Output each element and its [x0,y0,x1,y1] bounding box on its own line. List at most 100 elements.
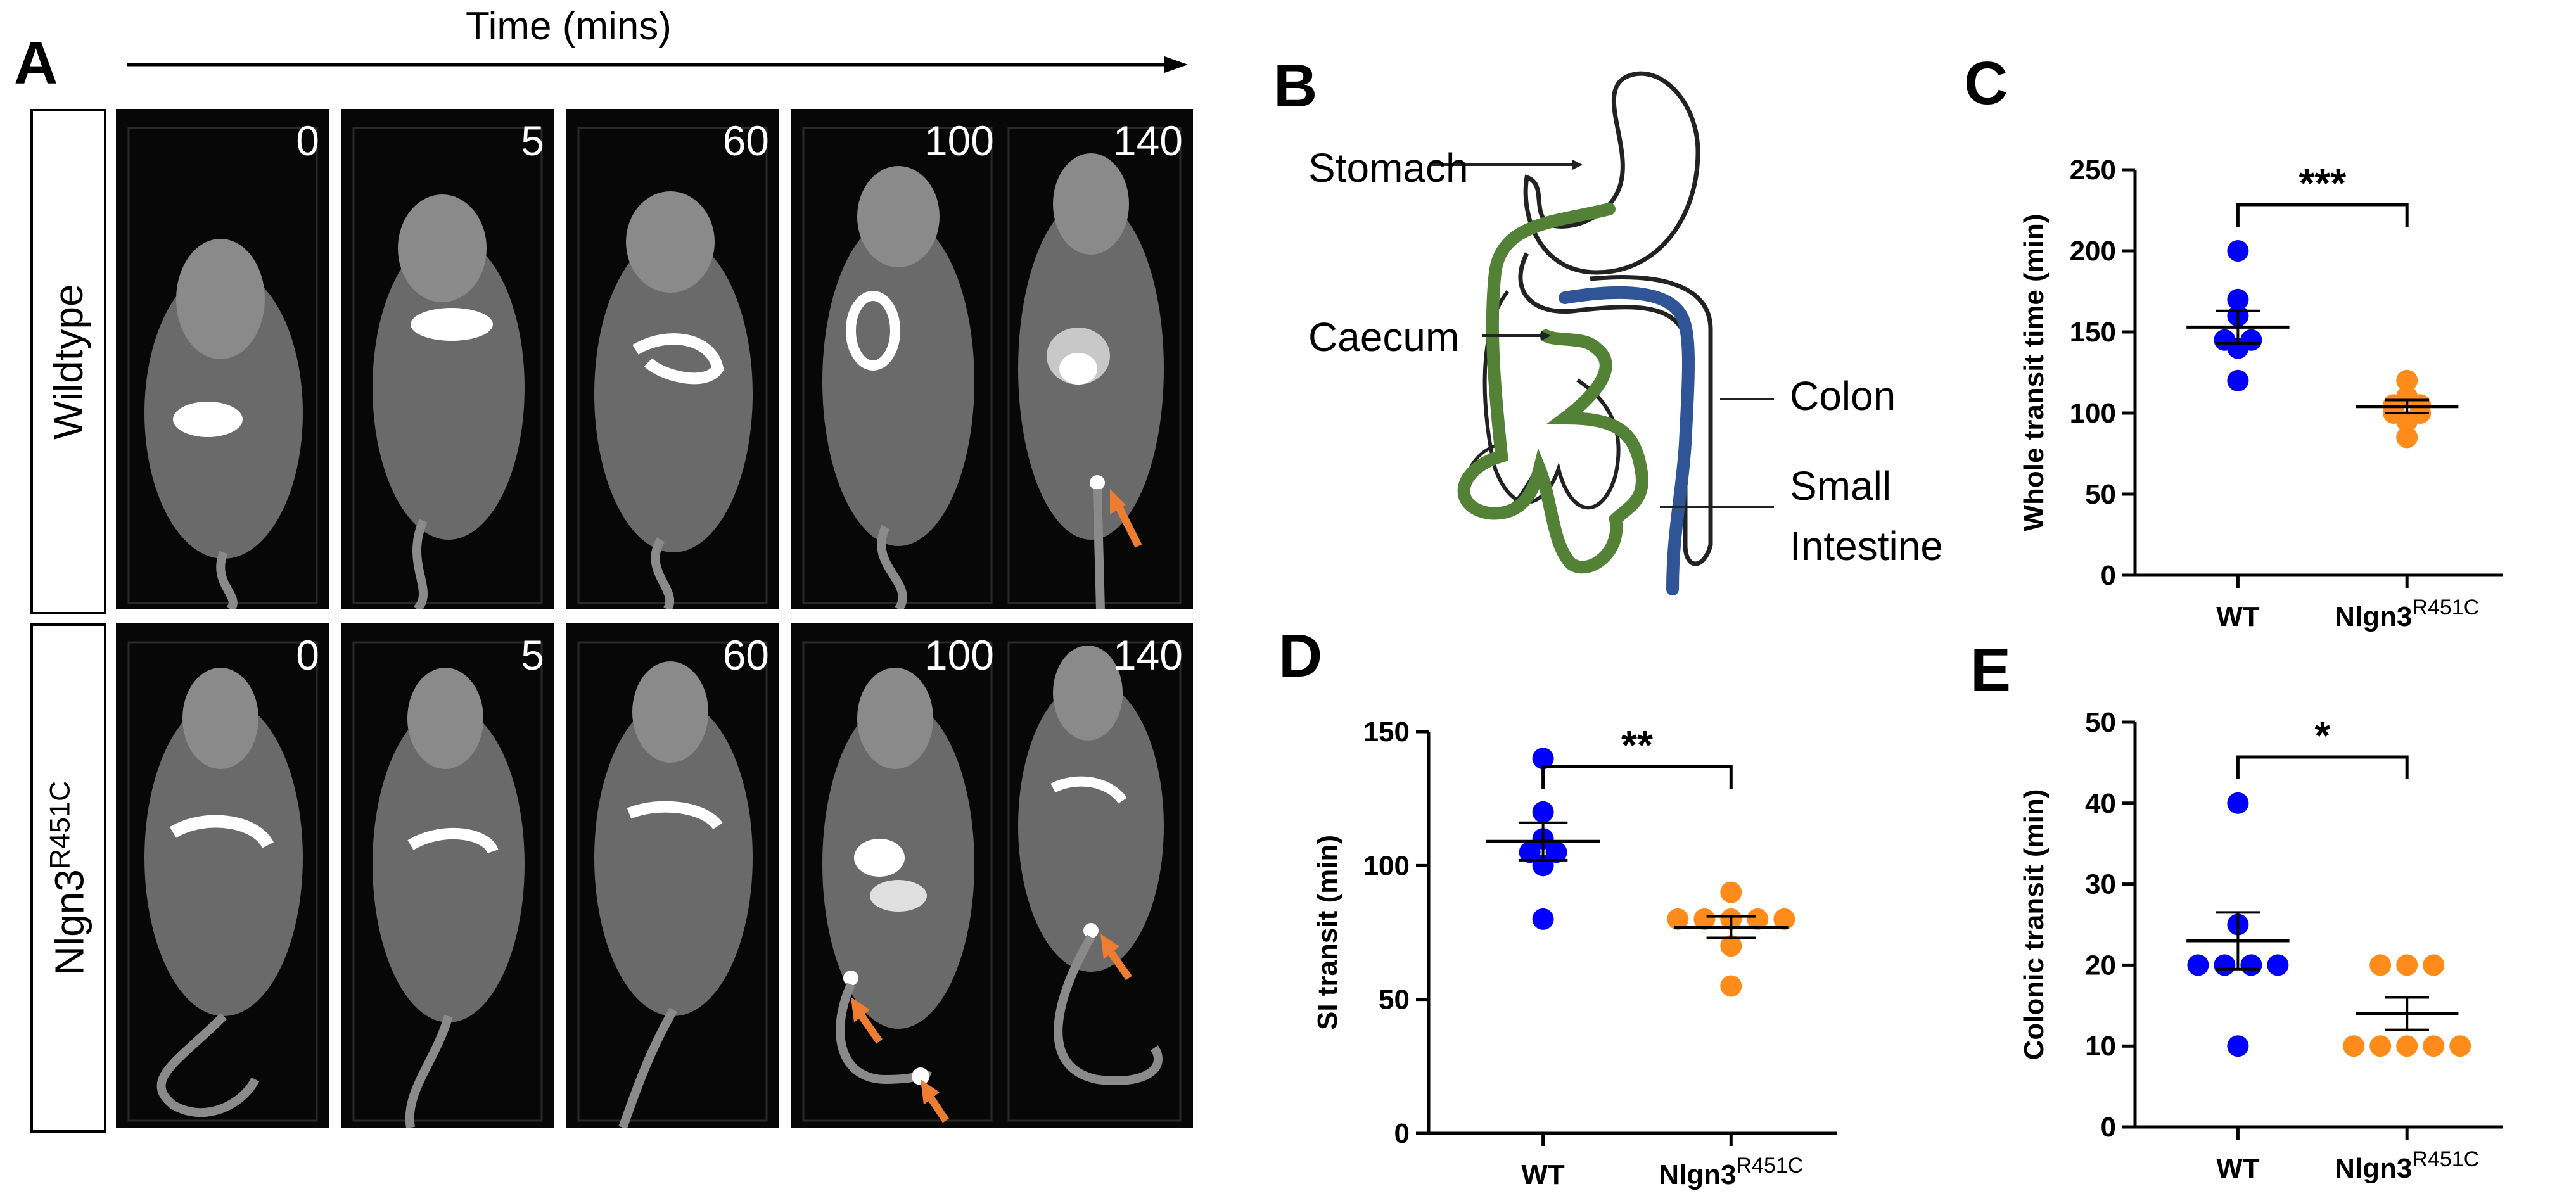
data-point [1720,881,1742,903]
data-point [2227,288,2249,310]
xray-wildtype-t5: 5 [341,109,554,609]
data-point [2369,954,2392,976]
y-tick-label: 200 [2070,236,2116,267]
panel-letter-a: A [14,29,58,97]
data-point [2240,329,2262,351]
y-tick-label: 50 [1379,984,1410,1015]
y-tick-label: 40 [2085,788,2116,819]
data-point [2396,410,2418,432]
timepoint-label: 100 [924,117,994,164]
significance-stars: * [2314,713,2330,758]
data-point [2227,369,2249,391]
data-point [2267,954,2289,976]
x-tick-label: WT [2216,601,2260,632]
y-tick-label: 0 [2101,1112,2116,1143]
significance-stars: *** [2299,160,2346,206]
y-tick-label: 10 [2085,1031,2116,1062]
y-tick-label: 150 [1363,716,1410,748]
panel-letter-e: E [1970,636,2012,704]
row-label-wildtype: Wildtype [30,109,106,614]
data-point [1532,855,1554,877]
data-point [1532,828,1554,850]
data-point [1532,908,1554,930]
y-tick-label: 30 [2085,869,2116,900]
data-point [1532,748,1554,770]
data-point [1667,908,1689,930]
data-point [2227,792,2249,814]
data-point [1532,801,1554,823]
data-point [2227,240,2249,262]
x-tick-label: Nlgn3R451C [2335,1147,2479,1184]
x-tick-label: Nlgn3R451C [2335,595,2479,632]
data-point [2396,426,2418,449]
label-stomach: Stomach [1308,145,1469,191]
xray-wildtype-t140: 140 [996,109,1193,609]
timepoint-label: 5 [521,117,544,164]
data-point [1545,841,1567,863]
data-point [2409,402,2432,424]
data-point [1693,908,1716,930]
significance-bracket [2236,755,2409,779]
data-point [2240,954,2262,976]
row-label-nlgn3: Nlgn3R451C [30,623,106,1133]
data-point [2396,954,2418,976]
data-point [2396,369,2418,391]
xray-wildtype-t100: 100 [791,109,1004,609]
data-point [2369,1035,2392,1057]
panel-letter-b: B [1273,52,1318,120]
xray-wildtype-t0: 0 [116,109,329,609]
data-point [2214,329,2236,351]
data-point [2396,1035,2418,1057]
panel-letter-d: D [1278,622,1323,690]
data-point [2396,386,2418,408]
panel-letter-c: C [1964,49,2008,117]
significance-bracket [2236,203,2409,227]
y-tick-label: 100 [2070,398,2116,429]
y-tick-label: 100 [1363,850,1410,881]
x-tick-label: Nlgn3R451C [1659,1154,1803,1190]
data-point [2383,394,2405,416]
y-tick-label: 0 [1394,1118,1410,1149]
data-point [2227,305,2249,327]
x-tick-label: WT [2216,1153,2260,1184]
data-point [2423,954,2445,976]
xray-nlgn3-t100: 100 [791,623,1004,1128]
x-tick-label: WT [1521,1159,1565,1190]
timepoint-label: 0 [296,117,319,164]
data-point [2187,954,2209,976]
data-point [2227,1035,2249,1057]
y-tick-label: 150 [2070,317,2116,348]
data-point [1747,908,1769,930]
y-tick-label: 50 [2085,479,2116,510]
time-axis-title: Time (mins) [466,4,672,48]
label-caecum: Caecum [1308,314,1460,360]
data-point [2383,402,2405,424]
time-axis-arrow [127,56,1188,73]
data-point [1720,935,1742,957]
timepoint-label: 60 [722,632,769,678]
y-tick-label: 0 [2101,560,2116,591]
data-point [2409,394,2432,416]
y-axis-label: Whole transit time (min) [2018,213,2050,531]
timepoint-label: 140 [1113,632,1183,678]
label-small-intestine-2: Intestine [1790,523,1943,569]
data-point [1720,975,1742,997]
data-point [2227,337,2249,359]
timepoint-label: 100 [924,632,994,678]
y-tick-label: 250 [2070,155,2116,186]
data-point [1773,908,1795,930]
gi-tract-diagram [1432,71,1774,595]
xray-nlgn3-t0: 0 [116,623,329,1128]
timepoint-label: 140 [1113,117,1183,164]
data-point [1720,908,1742,930]
row-label-nlgn3-text: Nlgn3R451C [44,780,92,976]
label-colon: Colon [1790,373,1896,419]
timepoint-label: 5 [521,632,544,678]
xray-wildtype-t60: 60 [566,109,779,609]
label-small-intestine-1: Small [1790,463,1892,509]
timepoint-label: 0 [296,632,319,678]
timepoint-label: 60 [722,117,769,164]
data-point [2214,954,2236,976]
data-point [2343,1035,2365,1057]
significance-stars: ** [1621,722,1653,768]
